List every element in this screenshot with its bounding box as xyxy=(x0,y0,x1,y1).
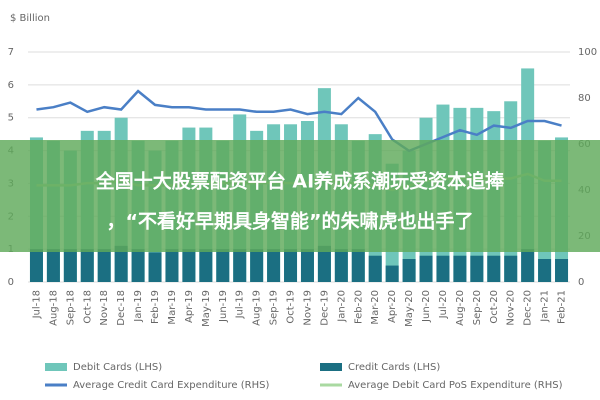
x-tick-label: Jun-20 xyxy=(421,290,432,323)
bar xyxy=(538,259,552,282)
bar xyxy=(317,245,331,282)
x-tick-label: Jan-19 xyxy=(133,290,144,323)
y2-tick-label: 0 xyxy=(578,277,584,288)
bar xyxy=(351,249,365,282)
x-tick-label: May-19 xyxy=(201,290,212,327)
x-tick-label: Mar-19 xyxy=(167,290,178,325)
x-tick-label: Jul-20 xyxy=(438,290,449,319)
x-tick-label: Oct-18 xyxy=(82,290,93,324)
x-tick-label: Mar-20 xyxy=(370,290,381,325)
bar xyxy=(250,249,264,282)
bar xyxy=(233,249,247,282)
bar xyxy=(436,255,450,282)
line xyxy=(36,89,562,153)
bar xyxy=(267,249,281,282)
legend-label: Average Debit Card PoS Expenditure (RHS) xyxy=(348,380,563,391)
legend-label: Credit Cards (LHS) xyxy=(348,362,440,373)
bar xyxy=(80,249,94,282)
y-tick-label: 7 xyxy=(8,47,14,58)
x-tick-label: Jul-19 xyxy=(235,290,246,319)
bar xyxy=(148,252,162,282)
bar xyxy=(131,249,145,282)
x-tick-label: Feb-19 xyxy=(150,290,161,324)
bar xyxy=(300,249,314,282)
x-tick-label: Dec-20 xyxy=(523,290,534,326)
bar xyxy=(165,249,179,282)
x-tick-label: Jun-19 xyxy=(218,290,229,323)
legend-label: Average Credit Card Expenditure (RHS) xyxy=(73,380,269,391)
legend-swatch xyxy=(45,363,67,371)
y-tick-label: 6 xyxy=(8,80,14,91)
x-tick-label: Feb-20 xyxy=(353,290,364,324)
bar xyxy=(63,249,77,282)
bar xyxy=(555,259,569,282)
x-tick-label: Oct-20 xyxy=(489,290,500,324)
bar xyxy=(114,245,128,282)
y-tick-label: 0 xyxy=(8,277,14,288)
x-tick-label: Apr-20 xyxy=(387,290,398,323)
x-tick-label: Sep-19 xyxy=(269,290,280,325)
x-tick-label: Jan-20 xyxy=(336,290,347,323)
bar xyxy=(29,249,43,282)
x-tick-label: Aug-20 xyxy=(455,290,466,326)
y2-tick-label: 100 xyxy=(578,47,597,58)
x-tick-label: Apr-19 xyxy=(184,290,195,323)
bar xyxy=(199,249,213,282)
bar xyxy=(521,249,535,282)
bar xyxy=(182,249,196,282)
x-tick-label: Dec-19 xyxy=(319,290,330,326)
bar xyxy=(97,249,111,282)
x-tick-label: Nov-20 xyxy=(506,290,517,326)
overlay-text: 全国十大股票配资平台 AI养成系潮玩受资本追捧 xyxy=(95,170,505,193)
bar xyxy=(284,249,298,282)
bar xyxy=(46,249,60,282)
bar xyxy=(470,255,484,282)
bar xyxy=(402,259,416,282)
y2-tick-label: 80 xyxy=(578,93,591,104)
x-tick-label: Sep-20 xyxy=(472,290,483,325)
x-tick-label: Nov-19 xyxy=(302,290,313,326)
bar xyxy=(504,255,518,282)
bar xyxy=(487,255,501,282)
y-tick-label: 5 xyxy=(8,113,14,124)
bar xyxy=(334,249,348,282)
overlay-text: ，“不看好早期具身智能”的朱啸虎也出手了 xyxy=(107,210,474,233)
bar xyxy=(368,255,382,282)
legend-swatch xyxy=(320,363,342,371)
x-tick-label: Aug-19 xyxy=(252,290,263,326)
x-tick-label: Aug-18 xyxy=(48,290,59,326)
overlay-banner xyxy=(0,140,600,252)
y-axis-label: $ Billion xyxy=(10,13,50,24)
bar xyxy=(453,255,467,282)
legend-label: Debit Cards (LHS) xyxy=(73,362,162,373)
x-tick-label: Nov-18 xyxy=(99,290,110,326)
bar xyxy=(419,255,433,282)
x-tick-label: Jul-18 xyxy=(31,290,42,319)
x-tick-label: Jan-21 xyxy=(540,290,551,323)
x-tick-label: Dec-18 xyxy=(116,290,127,326)
x-tick-label: Oct-19 xyxy=(286,290,297,324)
bar xyxy=(385,265,399,282)
x-tick-label: May-20 xyxy=(404,290,415,327)
bar xyxy=(216,249,230,282)
x-tick-label: Feb-21 xyxy=(557,290,568,324)
x-tick-label: Sep-18 xyxy=(65,290,76,325)
